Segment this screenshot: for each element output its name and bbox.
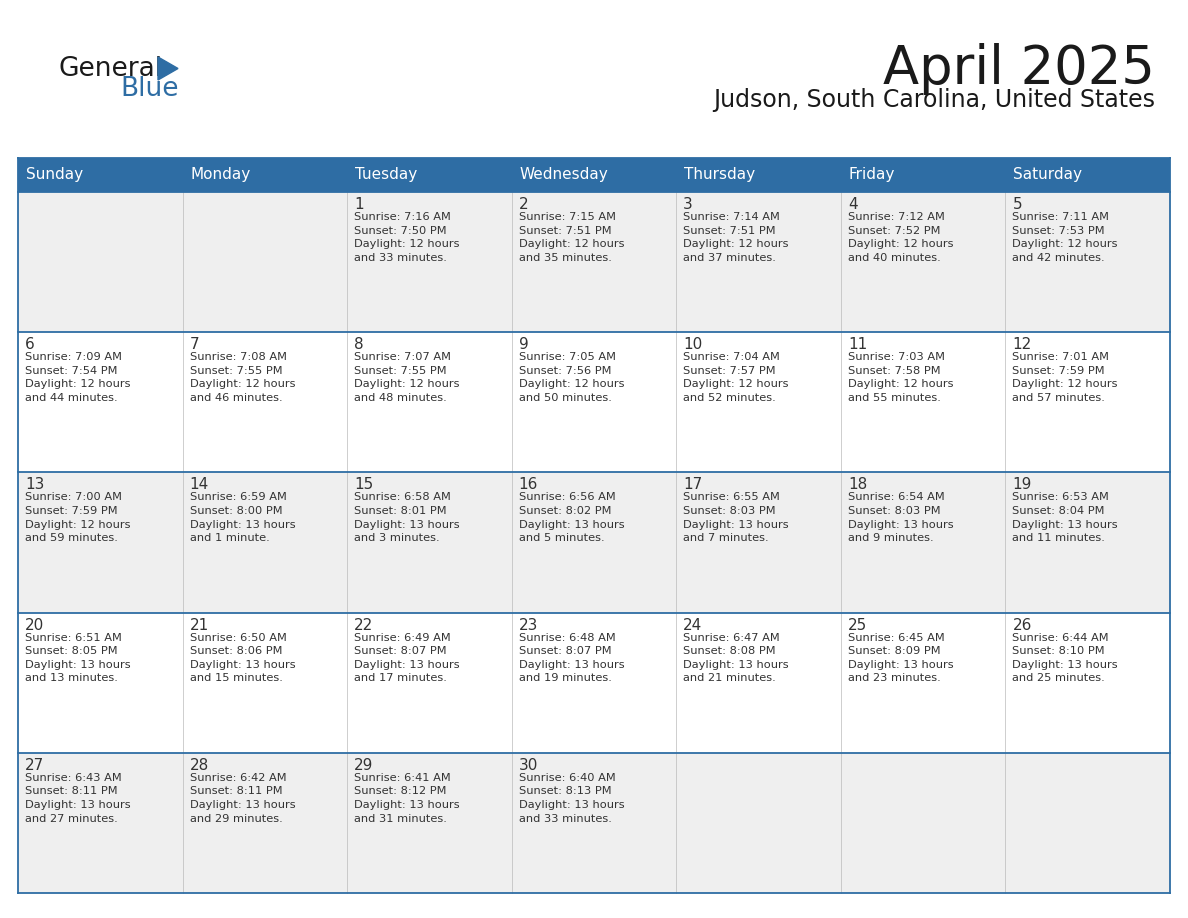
Text: Sunrise: 6:43 AM
Sunset: 8:11 PM
Daylight: 13 hours
and 27 minutes.: Sunrise: 6:43 AM Sunset: 8:11 PM Dayligh… (25, 773, 131, 823)
Text: Sunrise: 6:42 AM
Sunset: 8:11 PM
Daylight: 13 hours
and 29 minutes.: Sunrise: 6:42 AM Sunset: 8:11 PM Dayligh… (190, 773, 295, 823)
Text: 26: 26 (1012, 618, 1032, 633)
Bar (18, 753, 1170, 893)
Text: 10: 10 (683, 337, 702, 353)
Text: Sunrise: 6:59 AM
Sunset: 8:00 PM
Daylight: 13 hours
and 1 minute.: Sunrise: 6:59 AM Sunset: 8:00 PM Dayligh… (190, 492, 295, 543)
Text: 30: 30 (519, 757, 538, 773)
Text: Sunrise: 6:45 AM
Sunset: 8:09 PM
Daylight: 13 hours
and 23 minutes.: Sunrise: 6:45 AM Sunset: 8:09 PM Dayligh… (848, 633, 954, 683)
Text: Sunrise: 6:47 AM
Sunset: 8:08 PM
Daylight: 13 hours
and 21 minutes.: Sunrise: 6:47 AM Sunset: 8:08 PM Dayligh… (683, 633, 789, 683)
Text: 14: 14 (190, 477, 209, 492)
Text: Sunrise: 7:14 AM
Sunset: 7:51 PM
Daylight: 12 hours
and 37 minutes.: Sunrise: 7:14 AM Sunset: 7:51 PM Dayligh… (683, 212, 789, 263)
Text: 12: 12 (1012, 337, 1031, 353)
Text: 19: 19 (1012, 477, 1032, 492)
Text: 6: 6 (25, 337, 34, 353)
Text: Sunrise: 7:16 AM
Sunset: 7:50 PM
Daylight: 12 hours
and 33 minutes.: Sunrise: 7:16 AM Sunset: 7:50 PM Dayligh… (354, 212, 460, 263)
Text: Sunrise: 6:53 AM
Sunset: 8:04 PM
Daylight: 13 hours
and 11 minutes.: Sunrise: 6:53 AM Sunset: 8:04 PM Dayligh… (1012, 492, 1118, 543)
Text: Blue: Blue (120, 76, 178, 102)
Text: 16: 16 (519, 477, 538, 492)
Text: Sunday: Sunday (26, 167, 83, 183)
Text: Sunrise: 7:00 AM
Sunset: 7:59 PM
Daylight: 12 hours
and 59 minutes.: Sunrise: 7:00 AM Sunset: 7:59 PM Dayligh… (25, 492, 131, 543)
Text: 13: 13 (25, 477, 44, 492)
Text: Sunrise: 7:09 AM
Sunset: 7:54 PM
Daylight: 12 hours
and 44 minutes.: Sunrise: 7:09 AM Sunset: 7:54 PM Dayligh… (25, 353, 131, 403)
Text: Thursday: Thursday (684, 167, 756, 183)
Text: 25: 25 (848, 618, 867, 633)
Text: Sunrise: 6:56 AM
Sunset: 8:02 PM
Daylight: 13 hours
and 5 minutes.: Sunrise: 6:56 AM Sunset: 8:02 PM Dayligh… (519, 492, 625, 543)
Text: Sunrise: 6:54 AM
Sunset: 8:03 PM
Daylight: 13 hours
and 9 minutes.: Sunrise: 6:54 AM Sunset: 8:03 PM Dayligh… (848, 492, 954, 543)
Text: 4: 4 (848, 197, 858, 212)
Text: 1: 1 (354, 197, 364, 212)
Bar (18, 192, 1170, 332)
Bar (18, 332, 1170, 473)
Text: 24: 24 (683, 618, 702, 633)
Text: 11: 11 (848, 337, 867, 353)
Bar (18, 473, 1170, 612)
Text: 15: 15 (354, 477, 373, 492)
Text: Friday: Friday (849, 167, 896, 183)
Text: 9: 9 (519, 337, 529, 353)
Text: 8: 8 (354, 337, 364, 353)
Text: Sunrise: 7:11 AM
Sunset: 7:53 PM
Daylight: 12 hours
and 42 minutes.: Sunrise: 7:11 AM Sunset: 7:53 PM Dayligh… (1012, 212, 1118, 263)
Text: Sunrise: 7:05 AM
Sunset: 7:56 PM
Daylight: 12 hours
and 50 minutes.: Sunrise: 7:05 AM Sunset: 7:56 PM Dayligh… (519, 353, 624, 403)
Text: Saturday: Saturday (1013, 167, 1082, 183)
Text: Judson, South Carolina, United States: Judson, South Carolina, United States (713, 88, 1155, 112)
Text: April 2025: April 2025 (883, 43, 1155, 95)
Text: 21: 21 (190, 618, 209, 633)
Text: Sunrise: 7:08 AM
Sunset: 7:55 PM
Daylight: 12 hours
and 46 minutes.: Sunrise: 7:08 AM Sunset: 7:55 PM Dayligh… (190, 353, 295, 403)
Text: 29: 29 (354, 757, 373, 773)
Text: Sunrise: 6:40 AM
Sunset: 8:13 PM
Daylight: 13 hours
and 33 minutes.: Sunrise: 6:40 AM Sunset: 8:13 PM Dayligh… (519, 773, 625, 823)
Text: Sunrise: 7:12 AM
Sunset: 7:52 PM
Daylight: 12 hours
and 40 minutes.: Sunrise: 7:12 AM Sunset: 7:52 PM Dayligh… (848, 212, 953, 263)
Text: Sunrise: 7:15 AM
Sunset: 7:51 PM
Daylight: 12 hours
and 35 minutes.: Sunrise: 7:15 AM Sunset: 7:51 PM Dayligh… (519, 212, 624, 263)
Text: Sunrise: 6:44 AM
Sunset: 8:10 PM
Daylight: 13 hours
and 25 minutes.: Sunrise: 6:44 AM Sunset: 8:10 PM Dayligh… (1012, 633, 1118, 683)
Text: Monday: Monday (190, 167, 251, 183)
Text: 27: 27 (25, 757, 44, 773)
Bar (18, 612, 1170, 753)
Bar (18, 158, 1170, 192)
Text: 3: 3 (683, 197, 693, 212)
Text: 17: 17 (683, 477, 702, 492)
Text: Sunrise: 6:49 AM
Sunset: 8:07 PM
Daylight: 13 hours
and 17 minutes.: Sunrise: 6:49 AM Sunset: 8:07 PM Dayligh… (354, 633, 460, 683)
Text: General: General (58, 56, 162, 82)
Text: Tuesday: Tuesday (355, 167, 417, 183)
Text: Sunrise: 6:55 AM
Sunset: 8:03 PM
Daylight: 13 hours
and 7 minutes.: Sunrise: 6:55 AM Sunset: 8:03 PM Dayligh… (683, 492, 789, 543)
Text: 22: 22 (354, 618, 373, 633)
Text: Sunrise: 6:50 AM
Sunset: 8:06 PM
Daylight: 13 hours
and 15 minutes.: Sunrise: 6:50 AM Sunset: 8:06 PM Dayligh… (190, 633, 295, 683)
Text: 20: 20 (25, 618, 44, 633)
Text: 28: 28 (190, 757, 209, 773)
Text: Sunrise: 7:07 AM
Sunset: 7:55 PM
Daylight: 12 hours
and 48 minutes.: Sunrise: 7:07 AM Sunset: 7:55 PM Dayligh… (354, 353, 460, 403)
Text: Sunrise: 6:51 AM
Sunset: 8:05 PM
Daylight: 13 hours
and 13 minutes.: Sunrise: 6:51 AM Sunset: 8:05 PM Dayligh… (25, 633, 131, 683)
Text: 5: 5 (1012, 197, 1022, 212)
Text: 18: 18 (848, 477, 867, 492)
Text: Sunrise: 6:48 AM
Sunset: 8:07 PM
Daylight: 13 hours
and 19 minutes.: Sunrise: 6:48 AM Sunset: 8:07 PM Dayligh… (519, 633, 625, 683)
Text: Sunrise: 6:58 AM
Sunset: 8:01 PM
Daylight: 13 hours
and 3 minutes.: Sunrise: 6:58 AM Sunset: 8:01 PM Dayligh… (354, 492, 460, 543)
Text: Sunrise: 7:04 AM
Sunset: 7:57 PM
Daylight: 12 hours
and 52 minutes.: Sunrise: 7:04 AM Sunset: 7:57 PM Dayligh… (683, 353, 789, 403)
Text: Sunrise: 7:01 AM
Sunset: 7:59 PM
Daylight: 12 hours
and 57 minutes.: Sunrise: 7:01 AM Sunset: 7:59 PM Dayligh… (1012, 353, 1118, 403)
Text: Sunrise: 7:03 AM
Sunset: 7:58 PM
Daylight: 12 hours
and 55 minutes.: Sunrise: 7:03 AM Sunset: 7:58 PM Dayligh… (848, 353, 953, 403)
Text: Wednesday: Wednesday (519, 167, 608, 183)
Text: Sunrise: 6:41 AM
Sunset: 8:12 PM
Daylight: 13 hours
and 31 minutes.: Sunrise: 6:41 AM Sunset: 8:12 PM Dayligh… (354, 773, 460, 823)
Text: 7: 7 (190, 337, 200, 353)
Polygon shape (158, 57, 178, 80)
Text: 2: 2 (519, 197, 529, 212)
Text: 23: 23 (519, 618, 538, 633)
